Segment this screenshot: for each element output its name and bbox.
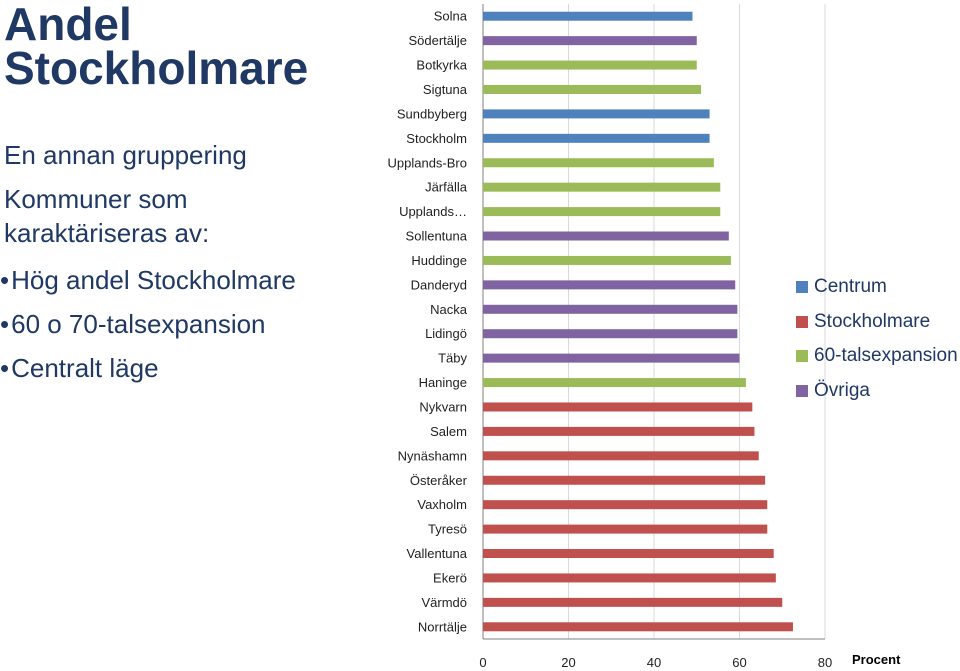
bullet-item: Centralt läge: [0, 346, 296, 390]
category-label: Vaxholm: [417, 497, 467, 512]
bar: [483, 622, 793, 632]
legend-swatch-ovriga: [796, 384, 808, 397]
category-label: Stockholm: [406, 131, 467, 146]
bullet-item: Hög andel Stockholmare: [0, 258, 296, 302]
category-label: Järfälla: [425, 180, 468, 195]
x-tick-label: 40: [647, 655, 661, 670]
x-tick-label: 20: [561, 655, 575, 670]
category-label: Upplands…: [399, 204, 467, 219]
slide-title: Andel Stockholmare: [4, 0, 334, 94]
category-label: Tyresö: [428, 522, 467, 537]
legend-item-centrum: Centrum: [796, 270, 958, 305]
category-label: Värmdö: [421, 595, 467, 610]
legend-label-ovriga: Övriga: [814, 379, 870, 401]
category-label: Nykvarn: [419, 399, 467, 414]
category-label: Täby: [438, 351, 467, 366]
category-label: Sundbyberg: [397, 106, 467, 121]
category-label: Salem: [430, 424, 467, 439]
bar: [483, 597, 783, 607]
bar: [483, 378, 746, 388]
bar: [483, 158, 714, 168]
x-tick-label: 60: [732, 655, 746, 670]
bar: [483, 207, 721, 217]
bar: [483, 353, 740, 363]
slide-subtitle: En annan gruppering: [4, 140, 247, 170]
category-label: Vallentuna: [407, 546, 468, 561]
bar: [483, 475, 766, 485]
bar: [483, 500, 768, 510]
bar: [483, 133, 710, 143]
legend-swatch-centrum: [796, 281, 808, 294]
category-label: Norrtälje: [418, 619, 467, 634]
chart-legend: Centrum Stockholmare 60-talsexpansion Öv…: [796, 270, 958, 408]
category-label: Lidingö: [425, 326, 467, 341]
category-label: Sigtuna: [423, 82, 468, 97]
category-label: Österåker: [410, 473, 468, 488]
category-label: Ekerö: [433, 570, 467, 585]
category-label: Botkyrka: [416, 58, 467, 73]
bar: [483, 549, 774, 559]
category-label: Södertälje: [408, 33, 467, 48]
legend-item-60-talsexpansion: 60-talsexpansion: [796, 339, 958, 374]
slide-title-line: Andel: [4, 0, 132, 50]
legend-swatch-stockholmare: [796, 315, 808, 328]
category-label: Huddinge: [411, 253, 467, 268]
bar: [483, 109, 710, 119]
bar: [483, 84, 702, 94]
legend-label-stockholmare: Stockholmare: [814, 310, 931, 332]
bar: [483, 36, 697, 46]
legend-swatch-60-talsexpansion: [796, 350, 808, 363]
legend-label-60-talsexpansion: 60-talsexpansion: [814, 345, 958, 367]
bar: [483, 60, 697, 70]
bar: [483, 280, 736, 290]
bar: [483, 11, 693, 21]
x-tick-label: 0: [479, 655, 486, 670]
legend-item-stockholmare: Stockholmare: [796, 305, 958, 340]
bar: [483, 426, 755, 436]
category-label: Haninge: [419, 375, 467, 390]
bar: [483, 182, 721, 192]
bar: [483, 402, 753, 412]
bullet-list: Hög andel Stockholmare 60 o 70-talsexpan…: [0, 258, 296, 390]
bar: [483, 451, 759, 461]
slide-title-line: Stockholmare: [4, 42, 309, 94]
legend-label-centrum: Centrum: [814, 276, 887, 298]
x-tick-label: 80: [818, 655, 832, 670]
bar: [483, 304, 738, 314]
category-label: Sollentuna: [406, 229, 468, 244]
category-label: Nynäshamn: [398, 448, 467, 463]
bar: [483, 231, 729, 241]
category-label: Danderyd: [411, 277, 467, 292]
category-label: Upplands-Bro: [388, 155, 468, 170]
bar: [483, 573, 776, 583]
category-label: Nacka: [430, 302, 468, 317]
category-label: Solna: [434, 9, 468, 24]
bar: [483, 329, 738, 339]
x-axis-title: Procent: [852, 652, 901, 667]
bullet-item: 60 o 70-talsexpansion: [0, 302, 296, 346]
legend-item-ovriga: Övriga: [796, 374, 958, 409]
slide-description: Kommuner som karaktäriseras av:: [4, 184, 210, 248]
bar: [483, 524, 768, 534]
bar: [483, 255, 731, 265]
